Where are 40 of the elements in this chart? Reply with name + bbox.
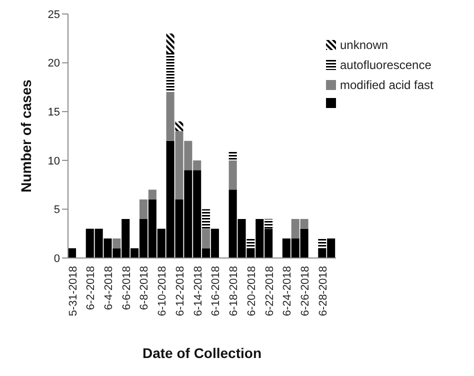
x-tick-label: 6-4-2018: [103, 266, 116, 310]
y-tick-label: 0: [54, 252, 60, 265]
bar: [139, 199, 148, 219]
legend-label: modified acid fast: [340, 78, 434, 92]
legend-label: autofluorescence: [340, 58, 432, 72]
bar: [228, 160, 237, 190]
y-tick-label: 25: [48, 8, 60, 21]
bar: [166, 34, 174, 54]
y-tick-label: 20: [48, 58, 60, 70]
y-tick-label: 15: [48, 106, 60, 119]
y-tick-label: 5: [54, 204, 60, 216]
bar: [246, 238, 255, 248]
x-tick-label: 6-6-2018: [120, 266, 133, 310]
y-axis-title: Number of cases: [18, 79, 34, 192]
legend-label: unknown: [340, 38, 388, 52]
bar: [112, 238, 121, 248]
x-tick-label: 5-31-2018: [67, 266, 80, 316]
bar: [148, 190, 156, 200]
bar: [264, 218, 273, 229]
bar: [318, 238, 326, 248]
bar: [228, 150, 237, 160]
x-tick-label: 6-18-2018: [228, 266, 240, 316]
bar: [166, 53, 174, 92]
x-tick-label: 6-2-2018: [85, 266, 98, 310]
x-tick-label: 6-16-2018: [210, 266, 222, 316]
x-tick-label: 6-24-2018: [282, 266, 294, 316]
x-tick-label: 6-20-2018: [246, 266, 258, 316]
x-tick-label: 6-8-2018: [138, 266, 151, 310]
x-tick-label: 6-10-2018: [156, 266, 169, 316]
bar: [175, 121, 184, 132]
bar: [202, 209, 210, 229]
x-tick-label: 6-14-2018: [192, 266, 204, 316]
x-axis-title: Date of Collection: [142, 345, 262, 361]
y-tick-label: 10: [48, 155, 60, 168]
bar: [202, 228, 210, 248]
bar: [68, 248, 76, 258]
x-tick-label: 6-12-2018: [174, 266, 186, 316]
x-tick-label: 6-28-2018: [317, 266, 330, 316]
x-tick-label: 6-22-2018: [264, 266, 276, 316]
x-tick-label: 6-26-2018: [300, 266, 312, 316]
